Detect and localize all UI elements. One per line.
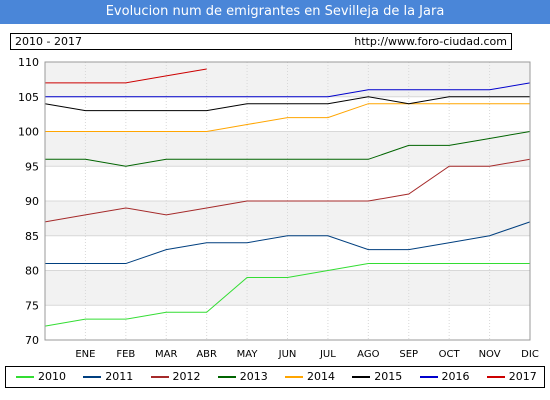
legend-label: 2016 [441, 370, 470, 383]
series-line-2013 [45, 131, 531, 167]
y-tick-label: 95 [25, 160, 39, 173]
legend-label: 2013 [239, 370, 268, 383]
y-tick-label: 105 [18, 91, 39, 104]
x-tick-label: NOV [479, 349, 501, 360]
x-tick-label: FEB [116, 349, 135, 360]
x-tick-label: DIC [521, 349, 539, 360]
legend-swatch [150, 376, 169, 378]
x-tick-label: OCT [439, 349, 461, 360]
legend-label: 2012 [172, 370, 201, 383]
legend-label: 2014 [307, 370, 335, 383]
series-line-2010 [44, 263, 530, 327]
x-tick-label: JUL [319, 349, 336, 360]
x-tick-label: MAY [237, 349, 259, 360]
info-box: 2010 - 2017 http://www.foro-ciudad.com [10, 33, 512, 50]
y-tick-label: 90 [25, 195, 39, 208]
x-axis-ticks: ENE FEB MAR ABR MAY JUN JUL AGO SEP OCT NOV DIC [75, 349, 538, 360]
plot-band [45, 62, 530, 97]
legend-label: 2017 [508, 370, 537, 383]
y-axis-ticks: 70 75 80 85 90 95 100 105 110 [18, 56, 39, 347]
legend: 2010 2011 2012 2013 2014 2015 2016 2017 [5, 366, 545, 388]
legend-swatch [217, 376, 236, 378]
series-line-2017 [45, 68, 207, 84]
plot-frame [44, 61, 531, 341]
x-tick-label: SEP [399, 349, 418, 360]
y-tick-label: 85 [25, 230, 39, 243]
period-label: 2010 - 2017 [15, 35, 82, 48]
series-line-2011 [45, 221, 531, 265]
y-tick-label: 110 [18, 56, 39, 69]
x-tick-label: MAR [155, 349, 177, 360]
legend-label: 2011 [105, 370, 134, 383]
x-tick-label: ABR [196, 349, 217, 360]
legend-swatch [83, 376, 102, 378]
legend-label: 2010 [38, 370, 66, 383]
series-line-2016 [45, 82, 531, 98]
legend-swatch [486, 376, 505, 378]
x-tick-label: JUN [278, 349, 297, 360]
source-url: http://www.foro-ciudad.com [354, 35, 507, 48]
line-chart: 70 75 80 85 90 95 100 105 110 ENE FEB MAR ABR MAY JUN… [18, 56, 539, 360]
series-lines [44, 68, 531, 327]
legend-label: 2015 [374, 370, 403, 383]
legend-swatch [16, 376, 34, 378]
x-tick-label: AGO [357, 349, 379, 360]
series-line-2014 [45, 103, 530, 132]
legend-swatch [352, 376, 371, 378]
chart-title: Evolucion num de emigrantes en Sevilleja… [0, 0, 550, 24]
series-line-2012 [44, 158, 531, 223]
x-tick-label: ENE [75, 349, 95, 360]
legend-swatch [285, 376, 303, 378]
y-tick-label: 70 [25, 334, 39, 347]
y-tick-label: 80 [25, 265, 39, 278]
y-tick-label: 100 [18, 126, 39, 139]
legend-swatch [419, 376, 438, 378]
series-line-2015 [44, 96, 530, 112]
y-tick-label: 75 [25, 299, 39, 312]
